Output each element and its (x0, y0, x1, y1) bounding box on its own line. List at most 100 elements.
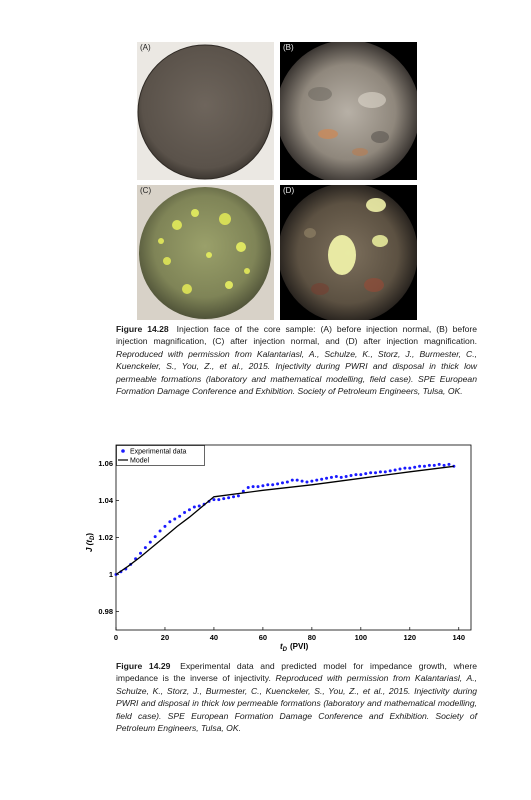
experimental-data-point (222, 497, 226, 501)
legend-label-experimental: Experimental data (130, 449, 187, 456)
x-tick-label: 40 (210, 633, 218, 642)
experimental-data-point (232, 495, 236, 499)
experimental-data-point (266, 483, 270, 487)
experimental-data-point (427, 463, 431, 467)
figure-28-caption-text: Injection face of the core sample: (A) b… (116, 324, 478, 347)
experimental-data-point (374, 471, 378, 475)
experimental-data-point (227, 496, 231, 500)
experimental-data-point (246, 486, 250, 490)
experimental-data-point (418, 464, 422, 468)
figure-28-caption: Figure 14.28 Injection face of the core … (116, 323, 477, 397)
x-tick-label: 120 (404, 633, 417, 642)
figure-29-caption: Figure 14.29 Experimental data and predi… (116, 660, 477, 734)
legend-label-model: Model (130, 458, 150, 465)
core-face-before-normal-image (137, 44, 273, 180)
experimental-data-point (212, 498, 216, 502)
experimental-data-point (403, 466, 407, 470)
experimental-data-point (354, 473, 358, 477)
x-tick-label: 80 (308, 633, 316, 642)
experimental-data-point (148, 540, 152, 544)
experimental-data-point (197, 504, 201, 508)
experimental-data-point (447, 462, 451, 466)
core-face-before-magnified-image (280, 42, 417, 180)
experimental-data-point (192, 505, 196, 509)
experimental-data-point (388, 469, 392, 473)
y-tick-label: 1.04 (98, 496, 113, 505)
x-tick-label: 140 (453, 633, 466, 642)
experimental-data-point (334, 474, 338, 478)
core-face-after-magnified-image (280, 185, 417, 320)
experimental-data-point (261, 484, 265, 488)
core-photo-before-normal: (A) (137, 42, 274, 180)
core-face-after-normal-image (139, 187, 271, 319)
x-tick-label: 60 (259, 633, 267, 642)
legend-box (116, 445, 205, 466)
experimental-data-point (349, 474, 353, 478)
experimental-data-point (315, 478, 319, 482)
experimental-data-point (305, 480, 309, 484)
experimental-data-point (393, 468, 397, 472)
core-photo-after-normal: (C) (137, 185, 274, 320)
impedance-chart: 0 20 40 60 80 100 120 140 0.98 1 1.02 1.04 1.06 Exp… (85, 444, 472, 653)
experimental-data-point (138, 551, 142, 555)
experimental-data-point (383, 470, 387, 474)
panel-label-b: (B) (283, 43, 294, 52)
experimental-data-point (300, 479, 304, 483)
experimental-data-point (158, 529, 162, 533)
legend-marker-experimental (121, 449, 125, 453)
x-axis-label: tD (PVI) (280, 642, 309, 653)
experimental-data-point (432, 463, 436, 467)
experimental-data-point (369, 471, 373, 475)
experimental-data-point (183, 511, 187, 515)
experimental-data-point (413, 465, 417, 469)
x-tick-label: 20 (161, 633, 169, 642)
y-axis-label: J (tD) (85, 533, 96, 552)
panel-label-d: (D) (283, 186, 295, 195)
experimental-data-point (442, 463, 446, 467)
figure-28-credit: Reproduced with permission from Kalantar… (116, 348, 477, 397)
y-tick-label: 1.02 (98, 533, 113, 542)
experimental-data-point (344, 474, 348, 478)
experimental-data-point (295, 478, 299, 482)
experimental-data-point (173, 517, 177, 521)
y-tick-label: 0.98 (98, 607, 113, 616)
experimental-data-point (285, 480, 289, 484)
x-axis: 0 20 40 60 80 100 120 140 (114, 627, 465, 642)
experimental-data-point (251, 485, 255, 489)
figure-28-label: Figure 14.28 (116, 324, 169, 334)
core-photo-before-magnified: (B) (280, 42, 417, 180)
experimental-data-point (310, 479, 314, 483)
data-layer (114, 462, 456, 576)
experimental-data-point (320, 477, 324, 481)
experimental-data-point (241, 489, 245, 493)
y-axis: 0.98 1 1.02 1.04 1.06 (98, 459, 119, 616)
core-photo-after-magnified: (D) (280, 185, 417, 320)
experimental-data-point (422, 464, 426, 468)
figure-29-credit: Reproduced with permission from Kalantar… (116, 673, 477, 734)
experimental-data-point (364, 472, 368, 476)
legend: Experimental data Model (116, 445, 205, 466)
experimental-data-point (359, 473, 363, 477)
experimental-data-point (163, 524, 167, 528)
y-tick-label: 1.06 (98, 459, 113, 468)
experimental-data-point (280, 481, 284, 485)
experimental-data-point (256, 485, 260, 489)
x-tick-label: 0 (114, 633, 118, 642)
experimental-data-point (153, 535, 157, 539)
experimental-data-point (143, 546, 147, 550)
experimental-data-point (290, 478, 294, 482)
x-tick-label: 100 (355, 633, 368, 642)
experimental-data-point (236, 494, 240, 498)
experimental-data-point (168, 520, 172, 524)
experimental-data-point (329, 475, 333, 479)
panel-label-a: (A) (140, 43, 151, 52)
experimental-data-point (408, 466, 412, 470)
experimental-data-point (271, 483, 275, 487)
experimental-data-point (378, 470, 382, 474)
experimental-data-point (217, 498, 221, 502)
figure-29-caption-text: Experimental data and predicted model fo… (116, 661, 478, 684)
panel-label-c: (C) (140, 186, 152, 195)
experimental-data-point (398, 467, 402, 471)
figure-29-label: Figure 14.29 (116, 661, 171, 671)
experimental-data-point (276, 482, 280, 486)
